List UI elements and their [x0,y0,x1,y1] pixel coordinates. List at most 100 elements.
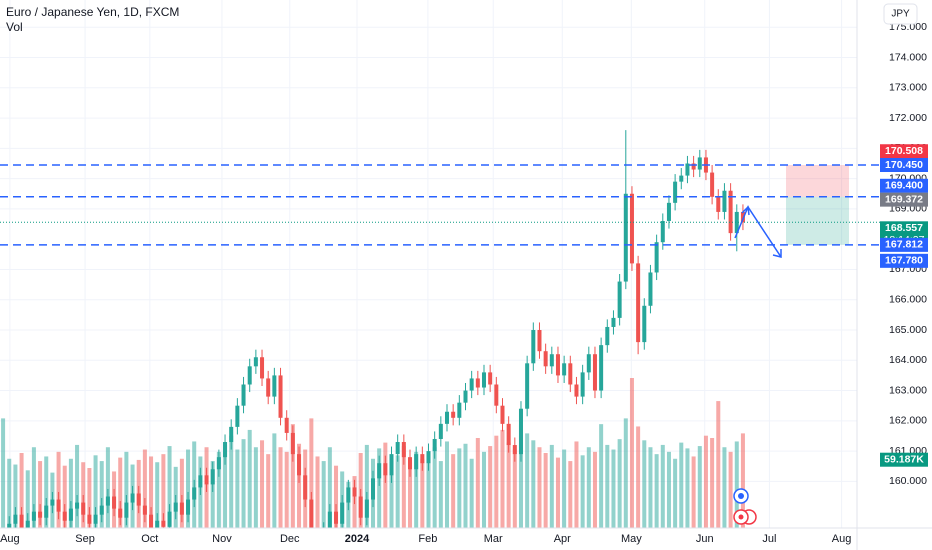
volume-bar [586,447,591,528]
price-tag-label: 169.400 [885,180,923,192]
levels [0,164,880,246]
arrow-head [741,205,750,216]
price-tag-label: 170.508 [885,145,923,157]
candle-body [549,354,554,367]
volume-bar [253,447,258,528]
volume-bar [716,401,721,528]
x-tick-label: Jul [762,533,776,545]
candle-body [229,426,234,443]
candle-body [81,502,86,515]
y-tick-label: 175.000 [889,21,927,33]
volume-bar [525,433,530,528]
candle-body [62,511,67,521]
volume-bar [210,461,215,528]
candle-body [290,432,295,455]
candle-body [346,487,351,503]
volume-bar [13,464,18,528]
volume-bar [629,378,634,528]
candle-body [500,405,505,424]
volume-bar [654,454,659,528]
volume-bar [87,468,92,528]
candle-body [525,363,530,409]
volume-bar [407,462,413,528]
candle-body [401,442,406,458]
candle-body [210,469,215,485]
candle-body [105,496,110,506]
candle-body [648,272,653,306]
price-tag [880,253,928,268]
x-tick-label: Apr [554,533,571,545]
candle-body [112,496,117,509]
candle-body [605,326,610,346]
candle-body [142,505,147,515]
candle-body [629,193,634,264]
candle-body [395,442,400,455]
candle-body [50,499,55,506]
volume-bar [457,448,462,528]
volume-bar [31,447,36,528]
volume-tag [880,452,928,467]
currency-button[interactable] [883,3,918,25]
candle-body [223,442,228,458]
candle-body [377,463,382,479]
candle-body [198,475,203,488]
x-tick-label: Feb [418,533,437,545]
volume-bar [420,458,425,528]
x-tick-label: Mar [484,533,503,545]
volume-bar [186,449,191,528]
volume-bar [118,457,123,528]
volume-bar [605,444,610,528]
candle-body [352,487,357,497]
volume-bar [364,444,369,528]
volume-bar [99,461,104,528]
candle-body [316,539,320,550]
price-tag-label: 169.372 [885,193,923,205]
candle-body [623,193,628,282]
volume-bar [167,446,172,528]
candle-body [679,175,684,182]
price-tag-label: 167.780 [885,255,923,267]
candle-body [518,408,523,455]
candle-body [691,163,696,170]
volume-bar [555,457,560,528]
volume-bar [93,455,98,528]
candle-body [358,496,363,518]
volume-bar [309,418,314,528]
candle-body [444,411,450,424]
candle-body [371,478,376,500]
volume-bar [1,418,6,528]
volume-bar [518,424,523,528]
volume-bar [241,439,246,528]
candle-body [740,211,745,223]
candle-body [124,502,129,518]
volume-bar [284,451,289,528]
y-tick-label: 172.000 [889,112,927,124]
volume-bar [38,461,43,528]
price-tag-label: 168.557 [885,222,923,234]
price-tag [880,237,928,252]
volume-bar [710,438,715,528]
volume-bar [592,451,597,528]
candle-body [574,384,579,397]
candle-body [383,463,388,476]
candle-body [494,384,499,406]
volume-bar [673,458,678,528]
price-tag [880,192,928,207]
volume-bar [691,456,696,528]
volume-bar [543,453,548,528]
candle-body [586,354,591,373]
volume-bar [68,458,73,528]
volume-bar [247,429,252,528]
volume-bar [401,446,406,528]
candle-body [697,157,702,170]
candle-body [7,523,12,528]
volume-bar [426,456,431,528]
price-tag-label: 167.812 [885,239,923,251]
y-tick-label: 174.000 [889,51,927,63]
volume-bar [272,433,277,528]
candle-body [322,530,326,550]
volume-bar [666,451,671,528]
candle-body [68,508,73,521]
candle-body [734,211,739,234]
candle-body [93,514,98,524]
